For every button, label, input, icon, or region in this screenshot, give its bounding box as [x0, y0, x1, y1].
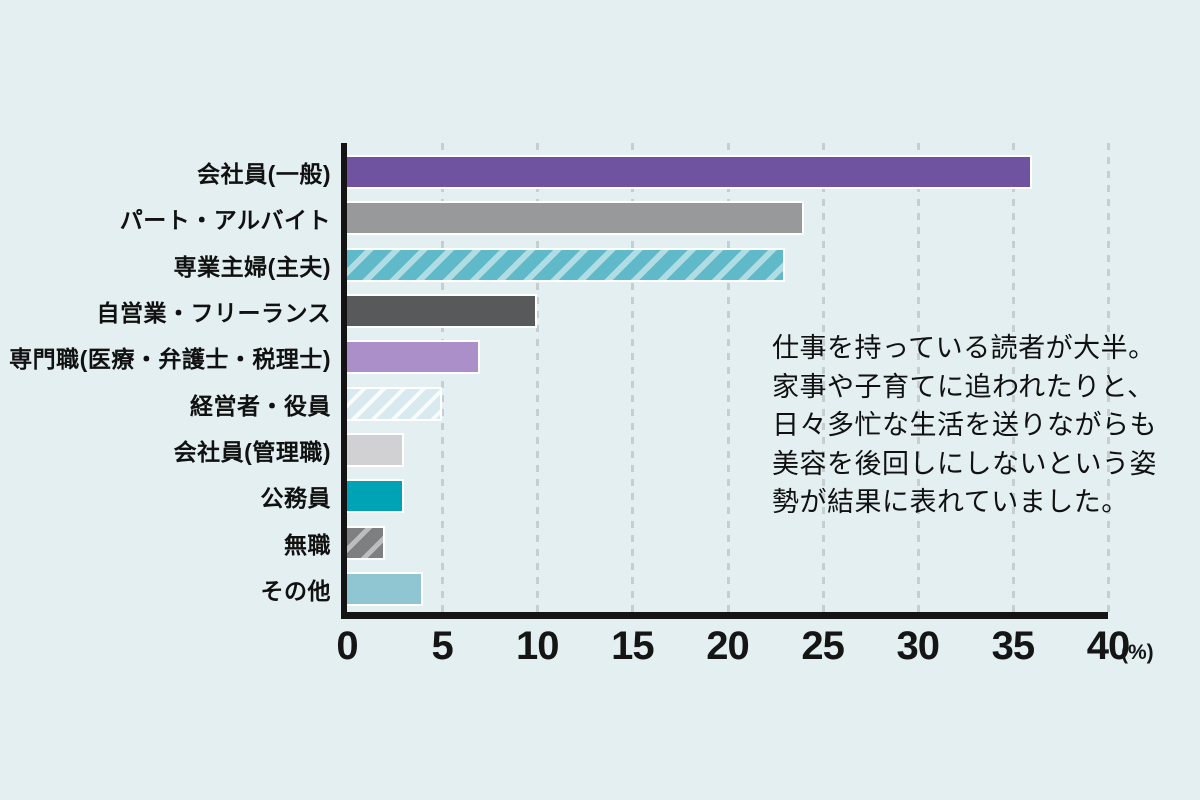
bar-row: 無職: [284, 519, 1108, 565]
bar-row: 専業主婦(主夫): [174, 242, 1108, 288]
x-tick-label-40: 40: [1086, 624, 1130, 668]
bar-row: 専門職(医療・弁護士・税理士): [9, 334, 1108, 380]
category-label: 会社員(管理職): [173, 438, 331, 465]
x-tick-label-10: 10: [516, 624, 559, 668]
bar: [347, 571, 424, 606]
bar-row: 経営者・役員: [190, 380, 1108, 426]
x-tick-label-5: 5: [431, 624, 454, 668]
gridline-5: [441, 143, 445, 612]
bar: [347, 525, 386, 560]
category-label: 経営者・役員: [190, 392, 331, 419]
x-tick-label-30: 30: [896, 624, 940, 668]
bar: [347, 247, 785, 282]
bar: [347, 201, 804, 236]
x-tick-label-0: 0: [336, 624, 358, 668]
bar: [347, 479, 405, 514]
bar: [347, 386, 443, 421]
x-tick-label-25: 25: [801, 624, 844, 668]
gridline-10: [536, 143, 540, 612]
plot-area: 会社員(一般) パート・アルバイト専業主婦(主夫) 自営業・フリーランス専門職(医療…: [9, 143, 1110, 619]
category-label: 無職: [284, 531, 331, 558]
bar-row: 会社員(一般): [197, 149, 1108, 195]
category-label: 公務員: [260, 485, 331, 512]
bar: [347, 340, 481, 375]
category-label: 会社員(一般): [197, 161, 331, 188]
x-axis: 0 5 10 15 20 25 30 35 40: [336, 624, 1130, 676]
bar: [347, 155, 1032, 190]
bar: [347, 294, 538, 329]
bar-row: パート・アルバイト: [120, 195, 1108, 241]
gridline-30: [916, 143, 920, 612]
x-axis-unit-label: (%): [1121, 641, 1154, 664]
gridline-25: [821, 143, 825, 612]
bar-row: 会社員(管理職): [174, 427, 1108, 473]
bar-row: 公務員: [261, 473, 1108, 519]
gridline-15: [631, 143, 635, 612]
gridline-40: [1107, 143, 1110, 612]
x-tick-label-35: 35: [991, 624, 1035, 668]
gridline-20: [726, 143, 730, 612]
category-label: 専業主婦(主夫): [173, 253, 331, 280]
category-label: その他: [260, 577, 331, 604]
gridline-35: [1011, 143, 1015, 612]
bar-row: 自営業・フリーランス: [96, 288, 1108, 334]
x-tick-label-15: 15: [611, 624, 654, 668]
bar: [347, 432, 405, 467]
x-tick-label-20: 20: [706, 624, 749, 668]
annotation-text: 仕事を持っている読者が大半。 家事や子育てに追われたりと、 日々多忙な生活を送り…: [772, 333, 1157, 517]
category-label: 自営業・フリーランス: [96, 300, 331, 327]
category-label: 専門職(医療・弁護士・税理士): [9, 346, 331, 373]
category-label: パート・アルバイト: [119, 207, 331, 234]
bar-row: その他: [261, 566, 1108, 612]
